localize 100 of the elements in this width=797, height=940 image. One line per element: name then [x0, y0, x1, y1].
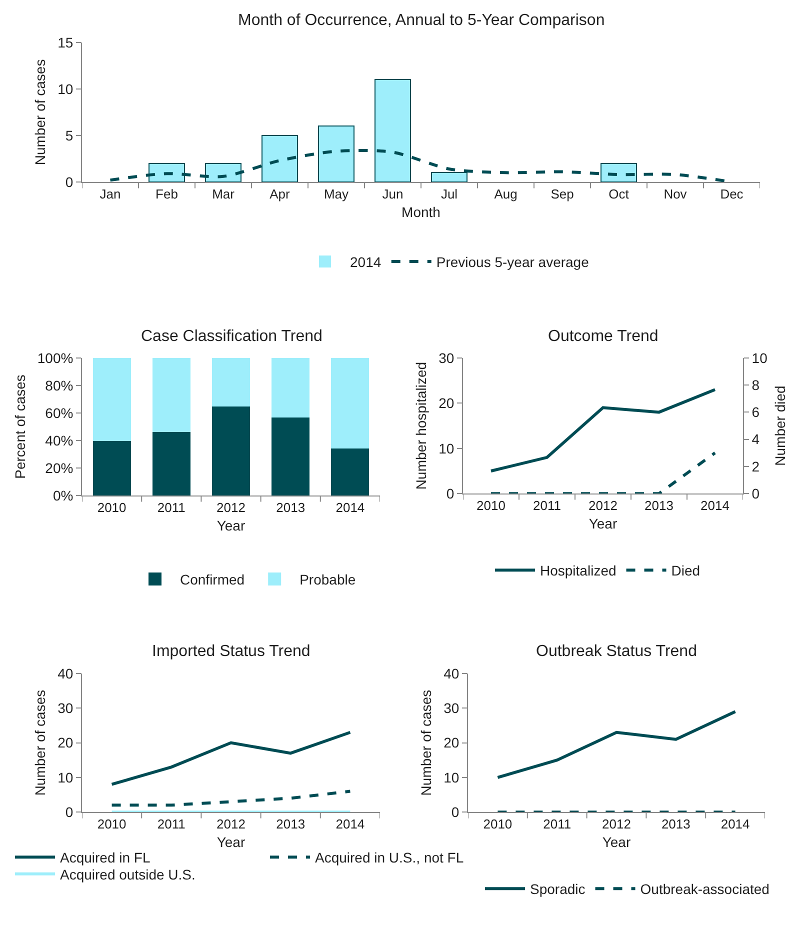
y-tick-label: 20	[58, 734, 74, 751]
bar	[92, 358, 131, 442]
y2-tick-label: 10	[752, 350, 768, 366]
y-tick-label: 20	[438, 395, 454, 412]
y-tick-label: 30	[444, 700, 460, 716]
line-series	[490, 388, 716, 472]
x-tick-label: 2011	[533, 498, 561, 514]
x-tick-label: 2013	[276, 816, 306, 832]
x-tick-label: Jun	[382, 186, 404, 202]
x-tick-label: 2010	[476, 498, 506, 514]
x-tick-label: 2012	[602, 816, 631, 832]
y-tick-label: 40%	[45, 432, 74, 448]
y-tick-label: 60%	[45, 404, 74, 421]
legend-label: Acquired in U.S., not FL	[315, 850, 464, 866]
line-series	[110, 790, 352, 807]
x-tick-label: 2011	[157, 816, 186, 832]
x-axis-title: Year	[216, 517, 246, 534]
y-tick-label: 30	[438, 350, 454, 366]
legend-label: Probable	[300, 571, 356, 588]
bar	[272, 358, 310, 418]
y-tick-label: 40	[58, 665, 74, 682]
chart-title: Outbreak Status Trend	[536, 643, 697, 660]
y2-tick-label: 0	[752, 485, 760, 502]
x-tick-label: 2012	[216, 816, 246, 832]
x-tick-label: Feb	[156, 186, 178, 202]
line-series	[496, 710, 737, 779]
y-axis-title: Percent of cases	[12, 374, 28, 479]
y-tick-label: 15	[58, 34, 74, 50]
x-tick-label: Sep	[550, 186, 574, 202]
bar	[212, 358, 250, 407]
legend-label: Confirmed	[180, 571, 245, 588]
y-tick-label: 40	[444, 665, 460, 682]
y-tick-label: 0%	[52, 487, 74, 504]
x-axis-title: Year	[602, 834, 631, 850]
x-tick-label: 2013	[276, 500, 306, 516]
bar	[152, 358, 190, 432]
chart-title: Month of Occurrence, Annual to 5-Year Comparison	[238, 12, 605, 29]
y-axis-title: Number of cases	[32, 59, 48, 166]
legend-label: Hospitalized	[540, 562, 616, 579]
bar	[152, 431, 190, 496]
legend-label: Sporadic	[530, 881, 586, 898]
y-tick-label: 100%	[37, 350, 74, 366]
y-tick-label: 10	[58, 769, 74, 786]
x-tick-label: 2012	[216, 500, 246, 516]
x-tick-label: Jan	[100, 186, 121, 202]
x-tick-label: Oct	[608, 186, 630, 202]
x-tick-label: Mar	[212, 186, 236, 202]
legend-label: Previous 5-year average	[436, 254, 590, 270]
x-tick-label: 2012	[588, 498, 618, 514]
x-tick-label: 2014	[336, 816, 365, 832]
y2-tick-label: 8	[752, 376, 760, 393]
legend-label: Acquired outside U.S.	[60, 866, 196, 882]
y-tick-label: 5	[65, 127, 74, 144]
legend-label: Outbreak-associated	[640, 881, 770, 898]
x-tick-label: May	[324, 186, 350, 202]
x-tick-label: Dec	[720, 186, 744, 202]
x-tick-label: Apr	[270, 186, 291, 202]
chart-title: Case Classification Trend	[141, 328, 322, 345]
y-tick-label: 80%	[45, 377, 74, 394]
x-tick-label: 2014	[700, 498, 730, 514]
legend-label: 2014	[350, 254, 382, 270]
x-tick-label: 2010	[97, 816, 126, 832]
x-tick-label: 2010	[97, 500, 126, 516]
x-tick-label: Jul	[440, 186, 458, 202]
line-series	[110, 730, 352, 786]
y-tick-label: 20%	[45, 460, 74, 476]
y-tick-label: 30	[58, 700, 74, 716]
x-tick-label: 2011	[543, 816, 572, 832]
bar	[92, 440, 131, 496]
x-tick-label: 2014	[336, 500, 365, 516]
y-tick-label: 0	[65, 804, 74, 820]
y-axis-title: Number of cases	[32, 690, 48, 796]
x-tick-label: 2011	[157, 500, 186, 516]
x-tick-label: Aug	[494, 186, 518, 202]
x-tick-label: 2013	[661, 816, 690, 832]
chart-title: Outcome Trend	[548, 328, 658, 345]
x-tick-label: 2013	[644, 498, 674, 514]
y-tick-label: 0	[451, 804, 460, 820]
y-tick-label: 10	[444, 769, 460, 786]
y-tick-label: 20	[444, 734, 460, 751]
legend-label: Acquired in FL	[60, 850, 150, 866]
x-tick-label: 2014	[720, 816, 750, 832]
legend-label: Died	[671, 562, 700, 579]
y-axis-title: Number hospitalized	[413, 362, 430, 490]
x-axis-title: Month	[402, 204, 440, 220]
x-axis-title: Year	[588, 515, 618, 532]
chart-title: Imported Status Trend	[152, 643, 310, 660]
y-tick-label: 10	[438, 440, 454, 456]
y2-tick-label: 2	[752, 458, 760, 474]
y-axis-title: Number of cases	[418, 690, 434, 796]
x-tick-label: 2010	[483, 816, 512, 832]
y2-tick-label: 4	[752, 431, 760, 448]
bar	[331, 448, 370, 496]
bar	[272, 416, 310, 496]
y-tick-label: 0	[65, 174, 74, 190]
x-tick-label: Nov	[664, 186, 688, 202]
y2-tick-label: 6	[752, 404, 760, 420]
y-tick-label: 10	[58, 80, 74, 97]
bar	[331, 358, 370, 449]
x-axis-title: Year	[216, 834, 246, 850]
